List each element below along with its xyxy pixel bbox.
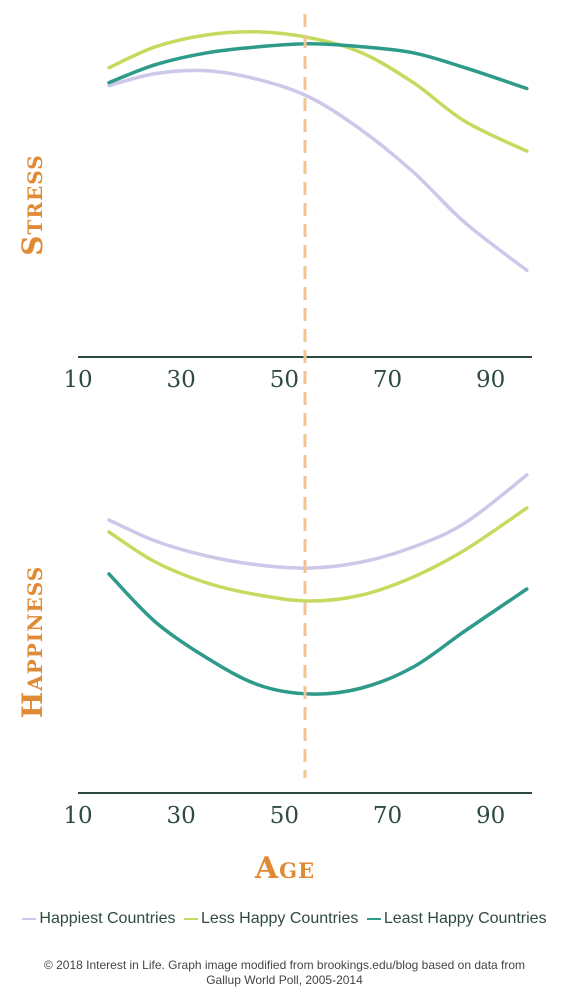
legend-item-less-happy: Less Happy Countries (183, 910, 359, 928)
stress-line-happiest-countries (107, 68, 529, 273)
happiness-line-less-happy-countries (107, 506, 529, 603)
stress-axis-label: Stress (16, 154, 49, 255)
happiness-line-happiest-countries (107, 473, 529, 570)
legend-swatch-least-happy (366, 917, 381, 920)
legend-swatch-less-happy (183, 917, 198, 920)
legend-item-happiest: Happiest Countries (22, 910, 175, 928)
age-axis-label: Age (254, 851, 315, 886)
stress-line-less-happy-countries (107, 30, 529, 153)
happiness-tick-label-50: 50 (270, 803, 299, 829)
stress-tick-label-90: 90 (476, 367, 505, 393)
legend-swatch-happiest (22, 917, 37, 920)
happiness-axis-label: Happiness (16, 566, 49, 718)
legend-item-least-happy: Least Happy Countries (366, 910, 547, 928)
stress-tick-label-50: 50 (270, 367, 299, 393)
stress-tick-label-70: 70 (373, 367, 402, 393)
stress-tick-label-10: 10 (63, 367, 92, 393)
stress-panel: Stress 10 30 50 70 90 (16, 30, 532, 393)
happiness-tick-label-70: 70 (373, 803, 402, 829)
happiness-line-least-happy-countries (107, 572, 529, 696)
chart: Stress 10 30 50 70 90 Happiness 10 30 50 70 90 A… (16, 14, 532, 886)
legend: Happiest Countries Less Happy Countries … (0, 910, 569, 928)
legend-label-less-happy: Less Happy Countries (200, 910, 359, 927)
stress-line-least-happy-countries (107, 42, 529, 91)
legend-label-happiest: Happiest Countries (39, 910, 176, 927)
legend-label-least-happy: Least Happy Countries (383, 910, 547, 927)
happiness-tick-label-30: 30 (167, 803, 196, 829)
credit-text: © 2018 Interest in Life. Graph image mod… (43, 958, 526, 987)
happiness-panel: Happiness 10 30 50 70 90 (16, 473, 532, 829)
happiness-tick-label-90: 90 (476, 803, 505, 829)
stress-tick-label-30: 30 (167, 367, 196, 393)
happiness-tick-label-10: 10 (63, 803, 92, 829)
